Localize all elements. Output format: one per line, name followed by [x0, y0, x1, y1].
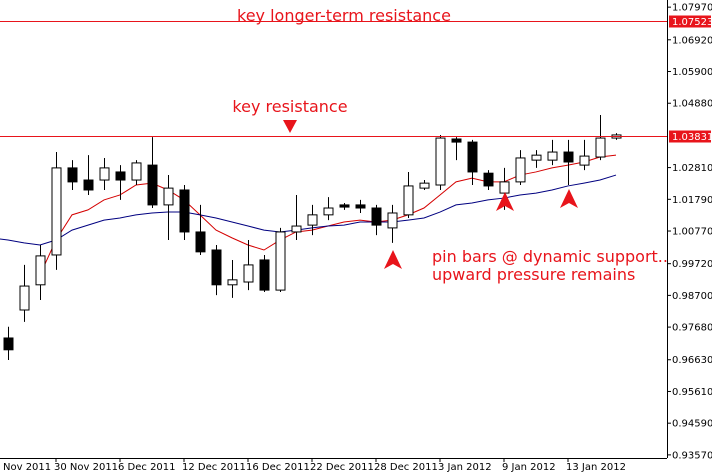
- candle-body: [147, 164, 158, 206]
- annotation: pin bars @ dynamic support..: [432, 247, 668, 266]
- candle-body: [515, 157, 526, 183]
- candle-body: [227, 279, 238, 286]
- y-tick-label: 0.95610: [672, 387, 712, 398]
- candle-body: [547, 151, 558, 161]
- x-tick-label: Nov 2011: [3, 462, 51, 473]
- candle-body: [3, 337, 14, 351]
- x-tick-label: 3 Jan 2012: [438, 462, 492, 473]
- candle-body: [291, 225, 302, 233]
- x-tick-label: 28 Dec 2011: [374, 462, 438, 473]
- candle-body: [259, 259, 270, 291]
- price-label-box: [669, 15, 711, 28]
- candle-body: [403, 185, 414, 216]
- candle-body: [435, 137, 446, 186]
- x-tick-label: 12 Dec 2011: [182, 462, 246, 473]
- price-label: 1.07523: [672, 17, 712, 28]
- candle-body: [307, 214, 318, 226]
- y-tick-label: 1.01790: [672, 195, 712, 206]
- price-label: 1.03831: [672, 132, 712, 143]
- x-tick-label: 13 Jan 2012: [566, 462, 626, 473]
- candle-body: [67, 167, 78, 183]
- arrow: [496, 192, 514, 211]
- y-tick-label: 1.06920: [672, 35, 712, 46]
- y-tick-label: 1.04880: [672, 99, 712, 110]
- x-tick-label: 6 Dec 2011: [118, 462, 176, 473]
- x-tick-label: 9 Jan 2012: [502, 462, 556, 473]
- candle-body: [115, 171, 126, 181]
- y-tick-label: 0.93570: [672, 450, 712, 461]
- y-tick-label: 0.96630: [672, 355, 712, 366]
- candle-body: [83, 179, 94, 191]
- candle-body: [35, 255, 46, 286]
- candle-body: [339, 204, 350, 208]
- candle-body: [371, 207, 382, 226]
- candle-body: [467, 141, 478, 173]
- y-tick-label: 1.00770: [672, 227, 712, 238]
- candle-body: [387, 212, 398, 229]
- arrow: [560, 189, 578, 208]
- candle-body: [275, 231, 286, 291]
- candle-body: [163, 187, 174, 206]
- y-tick-label: 1.05900: [672, 67, 712, 78]
- candle-body: [595, 137, 606, 158]
- candle-body: [323, 207, 334, 216]
- candle-body: [483, 172, 494, 187]
- x-tick-label: 30 Nov 2011: [54, 462, 118, 473]
- y-tick-label: 1.07970: [672, 3, 712, 14]
- y-tick-label: 0.94590: [672, 419, 712, 430]
- price-label-box: [669, 130, 711, 143]
- candle-body: [451, 138, 462, 143]
- candle-body: [19, 285, 30, 311]
- annotation: upward pressure remains: [432, 265, 635, 284]
- plot-area: [0, 115, 622, 361]
- candle-body: [179, 189, 190, 233]
- moving-average: [0, 174, 617, 246]
- arrow: [283, 120, 297, 133]
- candle-body: [355, 204, 366, 209]
- y-tick-label: 0.97680: [672, 323, 712, 334]
- candle-body: [131, 162, 142, 181]
- candle-body: [531, 154, 542, 161]
- candle-body: [211, 249, 222, 286]
- x-tick-label: 16 Dec 2011: [246, 462, 310, 473]
- candle-body: [419, 182, 430, 189]
- x-tick-label: 22 Dec 2011: [310, 462, 374, 473]
- candle-body: [243, 264, 254, 283]
- candle-body: [195, 231, 206, 253]
- candle-body: [499, 181, 510, 194]
- annotation: key resistance: [232, 97, 347, 116]
- arrow: [384, 250, 402, 269]
- y-tick-label: 1.02810: [672, 163, 712, 174]
- candle-body: [99, 167, 110, 181]
- y-tick-label: 0.99720: [672, 259, 712, 270]
- candle-body: [579, 155, 590, 166]
- candle-body: [563, 151, 574, 163]
- y-tick-label: 0.98700: [672, 291, 712, 302]
- candle-body: [51, 167, 62, 256]
- annotation: key longer-term resistance: [237, 6, 451, 25]
